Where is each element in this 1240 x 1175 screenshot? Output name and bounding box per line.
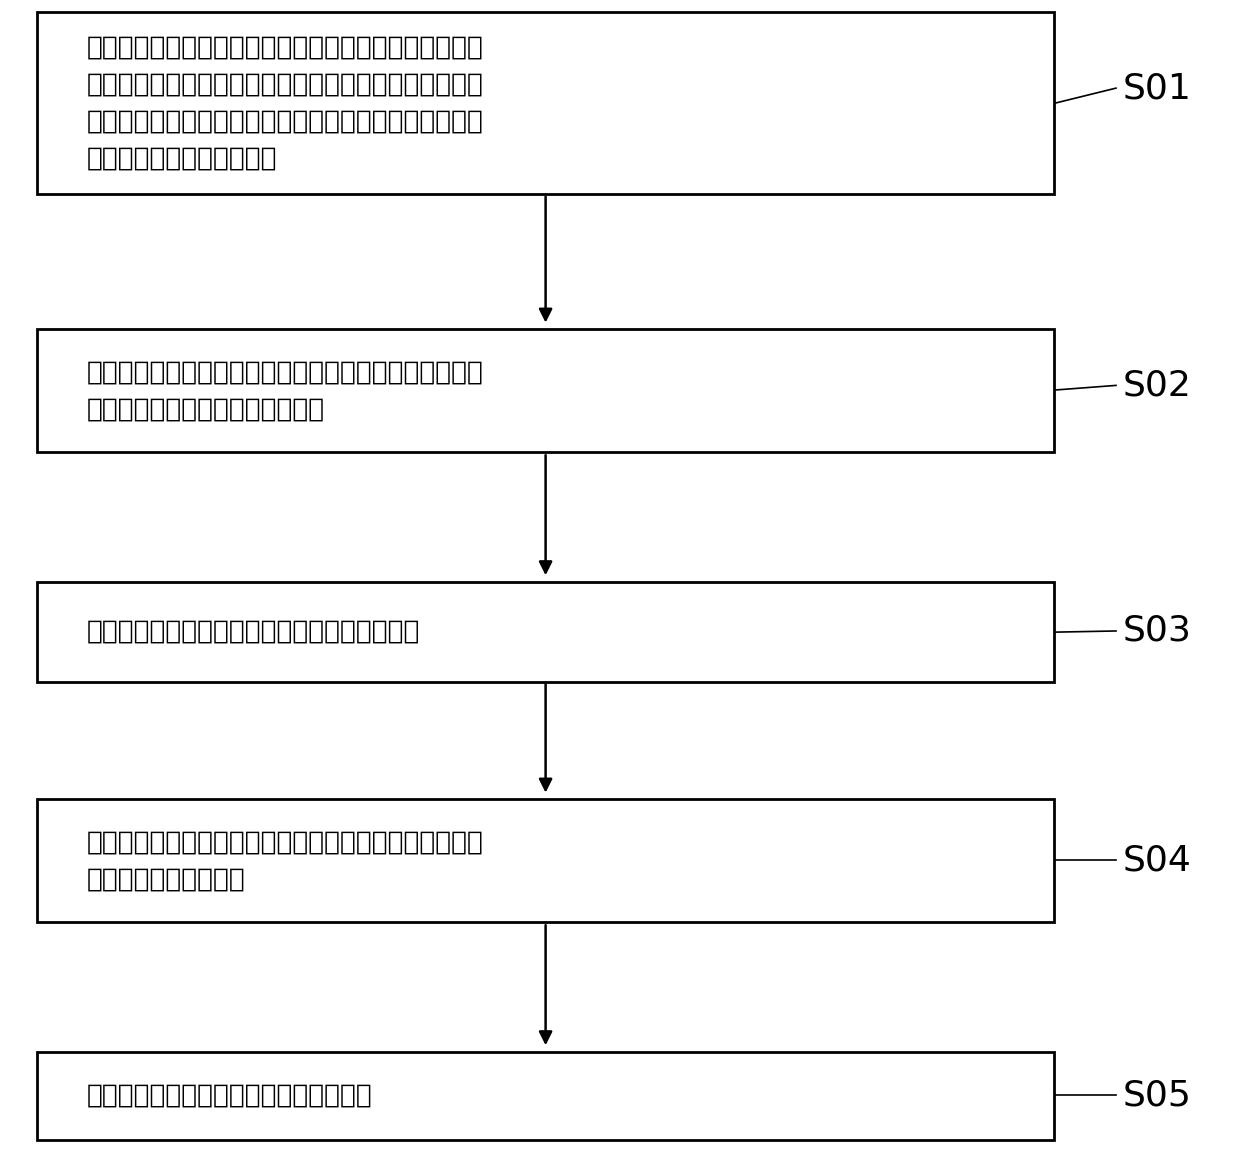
- Text: 根据所述新决策分类模型评估变压器状态: 根据所述新决策分类模型评估变压器状态: [87, 1082, 372, 1109]
- Bar: [37, 329, 1054, 452]
- Text: S05: S05: [1122, 1079, 1192, 1112]
- Text: S03: S03: [1122, 615, 1192, 647]
- Text: 建立基于基尼指数属性选择度量的决策分类模型: 建立基于基尼指数属性选择度量的决策分类模型: [87, 618, 420, 645]
- Text: S02: S02: [1122, 369, 1192, 402]
- Text: 利用交叉训练法及自助训练法评估和优化所述决策分类模
型获得新决策分类模型: 利用交叉训练法及自助训练法评估和优化所述决策分类模 型获得新决策分类模型: [87, 830, 484, 892]
- Bar: [37, 1052, 1054, 1140]
- Text: S04: S04: [1122, 844, 1192, 877]
- Bar: [37, 12, 1054, 194]
- Bar: [37, 799, 1054, 922]
- Text: 将连续数值型的五维特征属性和一维类标号组合建立历史
知识库，其中，所述五维特征属性包括线监测的负荷率、
三相不平衡度数据、绕组温升、绝缘油温升、振动数据，
一维: 将连续数值型的五维特征属性和一维类标号组合建立历史 知识库，其中，所述五维特征属…: [87, 34, 484, 172]
- Bar: [37, 582, 1054, 682]
- Text: S01: S01: [1122, 72, 1192, 105]
- Text: 设置一个分裂点，并将连续数值型的所述五维特征属性离
散化为布尔属性，完成数据预处理: 设置一个分裂点，并将连续数值型的所述五维特征属性离 散化为布尔属性，完成数据预处…: [87, 360, 484, 422]
